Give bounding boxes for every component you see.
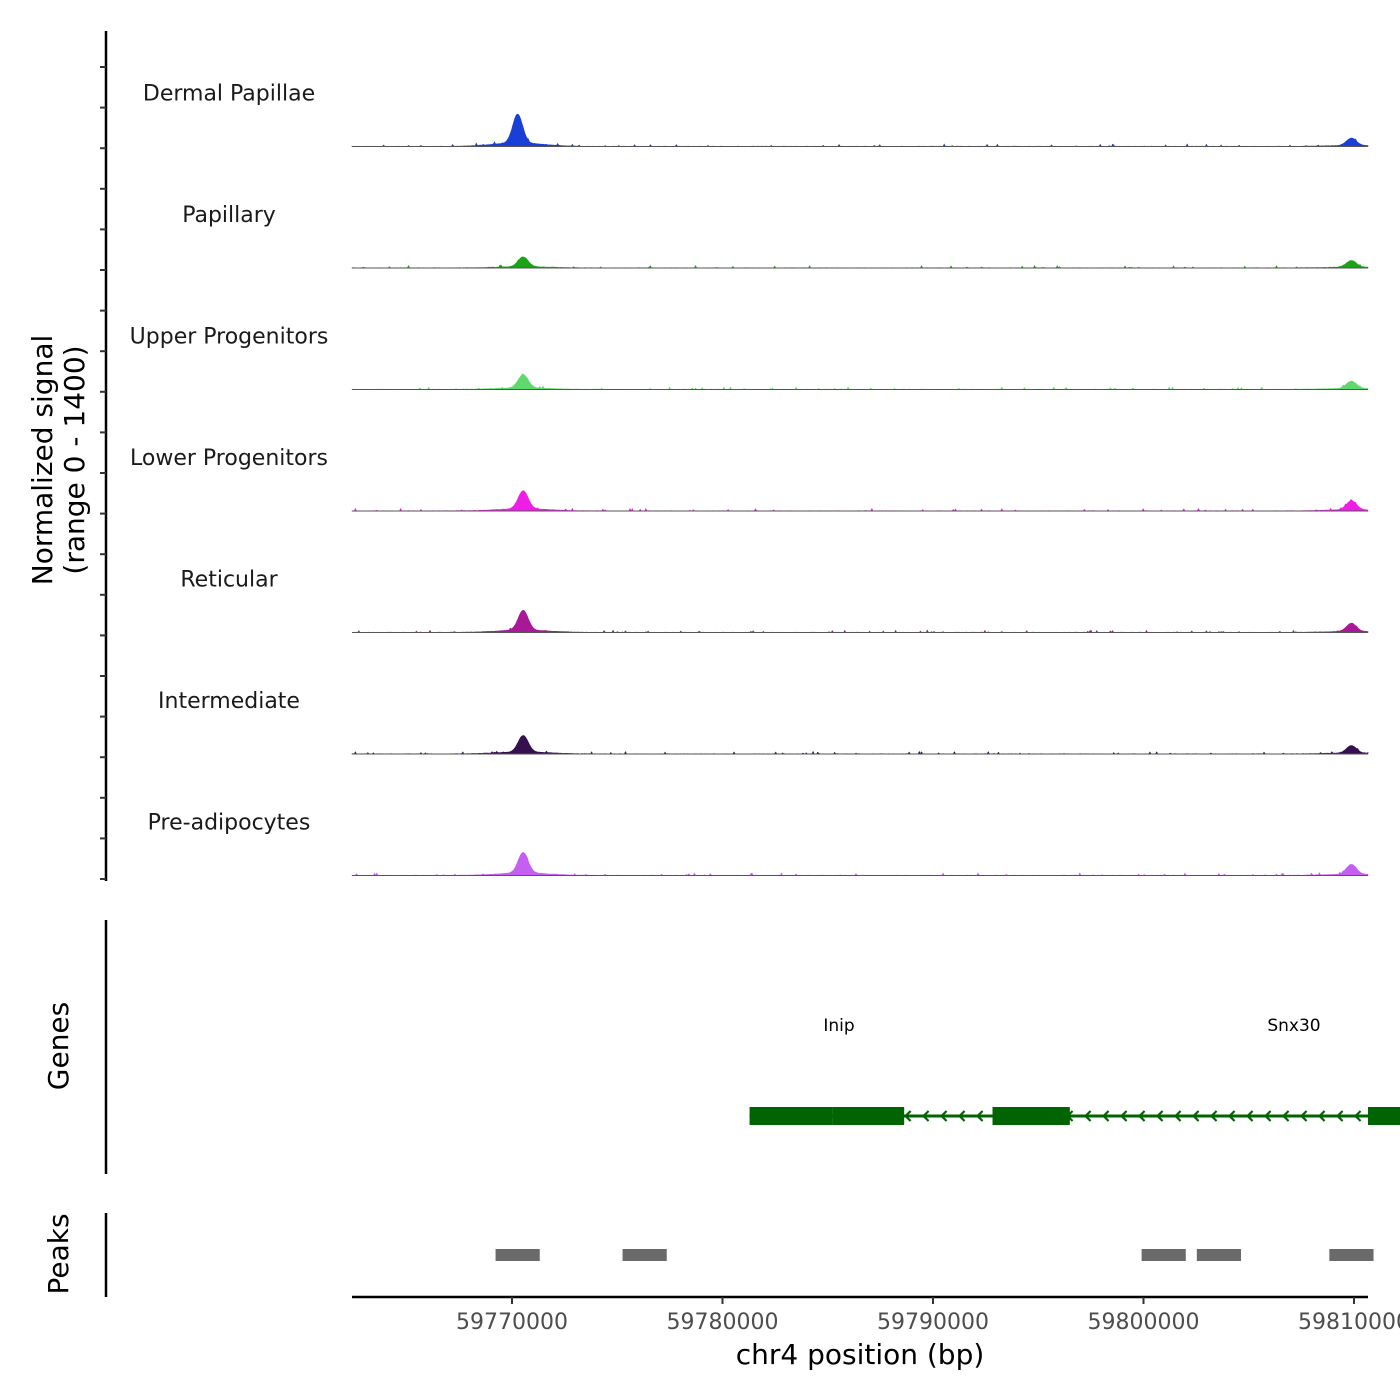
signal-area bbox=[351, 735, 1369, 755]
strand-arrow bbox=[958, 1110, 966, 1122]
x-tick-label: 59790000 bbox=[877, 1310, 989, 1335]
track-label: Papillary bbox=[182, 203, 276, 228]
y-axis-title: Normalized signal (range 0 - 1400) bbox=[26, 335, 91, 586]
track-papillary: Papillary bbox=[182, 203, 1369, 269]
peak-region bbox=[1329, 1249, 1374, 1261]
track-dermal-papillae: Dermal Papillae bbox=[143, 82, 1369, 147]
strand-arrow bbox=[1246, 1110, 1254, 1122]
strand-arrow bbox=[922, 1110, 930, 1122]
gene-exon bbox=[832, 1107, 905, 1125]
signal-area bbox=[351, 852, 1369, 876]
strand-arrow bbox=[1084, 1110, 1092, 1122]
strand-arrow bbox=[976, 1110, 984, 1122]
signal-area bbox=[351, 609, 1369, 633]
x-tick-label: 59810000 bbox=[1298, 1310, 1400, 1335]
signal-area bbox=[351, 256, 1369, 269]
x-tick-label: 59770000 bbox=[456, 1310, 568, 1335]
peak-region bbox=[1141, 1249, 1186, 1261]
y-axis-title-line2: (range 0 - 1400) bbox=[58, 345, 91, 574]
y-axis-title-line1: Normalized signal bbox=[26, 335, 59, 586]
peak-region bbox=[495, 1249, 540, 1261]
strand-arrow bbox=[904, 1110, 912, 1122]
gene-inip: Inip bbox=[749, 1016, 1400, 1125]
signal-area bbox=[351, 373, 1369, 390]
track-label: Lower Progenitors bbox=[130, 446, 328, 471]
strand-arrow bbox=[940, 1110, 948, 1122]
track-upper-progenitors: Upper Progenitors bbox=[130, 325, 1369, 390]
track-label: Reticular bbox=[180, 568, 278, 593]
peak-track bbox=[495, 1249, 1374, 1261]
track-label: Upper Progenitors bbox=[130, 325, 329, 350]
track-pre-adipocytes: Pre-adipocytes bbox=[148, 811, 1369, 876]
gene-exon bbox=[1368, 1107, 1400, 1125]
strand-arrow bbox=[1282, 1110, 1290, 1122]
gene-snx30: Snx30 bbox=[1267, 1016, 1320, 1036]
x-tick-label: 59780000 bbox=[667, 1310, 779, 1335]
x-axis-title: chr4 position (bp) bbox=[736, 1338, 985, 1371]
strand-arrow bbox=[1156, 1110, 1164, 1122]
peak-region bbox=[1196, 1249, 1241, 1261]
strand-arrow bbox=[1120, 1110, 1128, 1122]
peak-region bbox=[622, 1249, 667, 1261]
genes-axis-title: Genes bbox=[42, 1002, 75, 1090]
strand-arrow bbox=[1102, 1110, 1110, 1122]
track-label: Pre-adipocytes bbox=[148, 811, 311, 836]
track-label: Intermediate bbox=[158, 689, 300, 714]
strand-arrow bbox=[1336, 1110, 1344, 1122]
peaks-axis-title: Peaks bbox=[42, 1213, 75, 1294]
strand-arrow bbox=[1264, 1110, 1272, 1122]
strand-arrow bbox=[1174, 1110, 1182, 1122]
gene-label: Snx30 bbox=[1267, 1016, 1320, 1036]
track-label: Dermal Papillae bbox=[143, 82, 315, 107]
signal-tracks: Dermal Papillae Papillary Upper Progenitor… bbox=[130, 82, 1369, 876]
gene-exon bbox=[992, 1107, 1070, 1125]
track-intermediate: Intermediate bbox=[158, 689, 1369, 755]
strand-arrow bbox=[1300, 1110, 1308, 1122]
gene-track: Inip Snx30 bbox=[749, 1016, 1400, 1125]
track-lower-progenitors: Lower Progenitors bbox=[130, 446, 1369, 512]
strand-arrow bbox=[1354, 1110, 1362, 1122]
x-tick-label: 59800000 bbox=[1088, 1310, 1200, 1335]
strand-arrow bbox=[1228, 1110, 1236, 1122]
track-reticular: Reticular bbox=[180, 568, 1369, 633]
strand-arrow bbox=[1210, 1110, 1218, 1122]
gene-label: Inip bbox=[823, 1016, 854, 1036]
signal-area bbox=[351, 490, 1369, 512]
strand-arrow bbox=[1318, 1110, 1326, 1122]
strand-arrow bbox=[1192, 1110, 1200, 1122]
left-axes bbox=[100, 31, 108, 1297]
strand-arrow bbox=[1138, 1110, 1146, 1122]
signal-area bbox=[351, 113, 1369, 147]
gene-exon bbox=[749, 1107, 833, 1125]
x-axis: chr4 position (bp) 59770000 59780000 59790… bbox=[352, 1295, 1400, 1371]
